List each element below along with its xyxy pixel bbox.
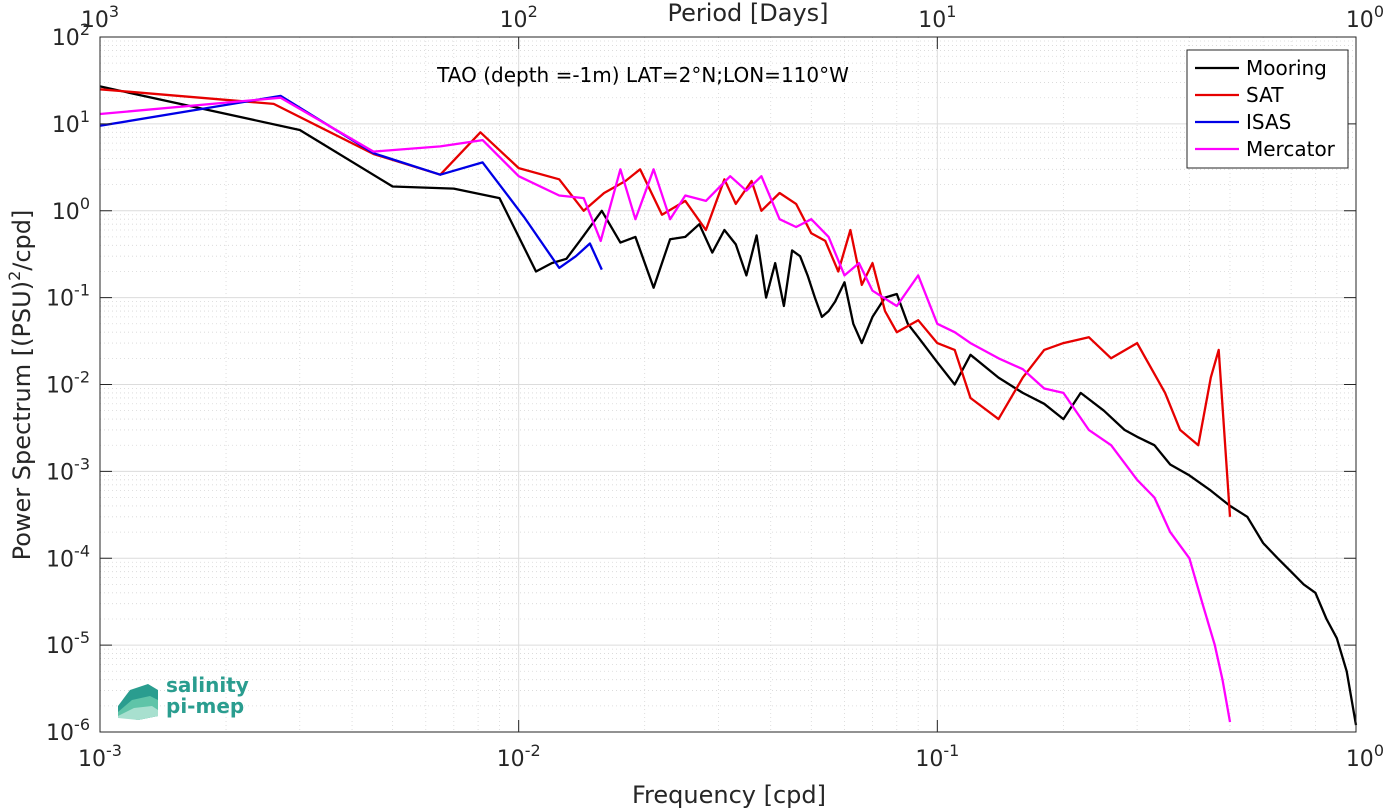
logo-line1: salinity	[166, 673, 249, 697]
x-axis-title: Frequency [cpd]	[632, 781, 826, 809]
top-tick-label: 102	[500, 2, 538, 33]
x-tick-label-base: 10	[1346, 747, 1374, 772]
y-axis-title-sup: 2	[5, 271, 24, 281]
y-tick-label-exp: 0	[80, 194, 90, 213]
x-tick-label-base: 10	[497, 747, 525, 772]
legend-label: Mooring	[1246, 56, 1327, 80]
x-tick-label-exp: -1	[943, 741, 959, 760]
y-axis-title: Power Spectrum [(PSU)2/cpd]	[5, 210, 36, 561]
legend: Mooring SAT ISAS Mercator	[1186, 49, 1349, 169]
top-tick-label-base: 10	[81, 8, 109, 33]
x-tick-label: 10-2	[497, 741, 541, 772]
y-tick-label: 100	[52, 194, 90, 225]
y-tick-label: 10-3	[46, 454, 90, 485]
y-tick-label: 10-4	[46, 541, 90, 572]
y-tick-label: 101	[52, 107, 90, 138]
legend-box	[1186, 49, 1349, 169]
y-tick-label: 102	[52, 20, 90, 51]
top-axis-title: Period [Days]	[667, 0, 828, 27]
y-axis-title-main: Power Spectrum [(PSU)	[8, 281, 36, 560]
y-tick-label-exp: 2	[80, 20, 90, 39]
y-tick-label: 10-2	[46, 368, 90, 399]
logo-line2: pi-mep	[166, 694, 244, 718]
top-tick-label: 101	[918, 2, 956, 33]
series-line-mooring	[99, 85, 1358, 726]
y-tick-label-exp: -1	[74, 281, 90, 300]
x-tick-label: 10-3	[78, 741, 122, 772]
y-tick-label: 10-6	[46, 715, 90, 746]
y-tick-label-base: 10	[46, 374, 74, 399]
y-tick-label: 10-5	[46, 628, 90, 659]
top-tick-label-base: 10	[918, 8, 946, 33]
logo-icon	[118, 684, 158, 720]
grid	[99, 36, 1357, 733]
series-line-mercator	[99, 96, 1232, 723]
top-tick-label-exp: 2	[528, 2, 538, 21]
y-tick-label-base: 10	[46, 287, 74, 312]
y-tick-label-exp: -4	[74, 541, 90, 560]
y-tick-label: 10-1	[46, 281, 90, 312]
y-tick-label-exp: -6	[74, 715, 90, 734]
series-line-sat	[99, 88, 1232, 517]
y-tick-label-exp: -3	[74, 454, 90, 473]
y-tick-label-base: 10	[46, 460, 74, 485]
series-group	[99, 85, 1358, 726]
y-axis-title-tail: /cpd]	[8, 210, 36, 271]
top-tick-label-base: 10	[1346, 8, 1374, 33]
top-tick-label: 100	[1346, 2, 1383, 33]
y-tick-label-exp: 1	[80, 107, 90, 126]
x-tick-label-base: 10	[78, 747, 106, 772]
tick-marks	[99, 36, 1357, 733]
legend-label: Mercator	[1246, 137, 1336, 161]
x-tick-label: 100	[1346, 741, 1383, 772]
top-tick-label: 103	[81, 2, 119, 33]
y-tick-label-base: 10	[46, 721, 74, 746]
y-tick-label-exp: -5	[74, 628, 90, 647]
y-tick-label-exp: -2	[74, 368, 90, 387]
top-tick-label-base: 10	[500, 8, 528, 33]
x-tick-label-exp: 0	[1374, 741, 1383, 760]
legend-label: ISAS	[1246, 110, 1291, 134]
top-tick-label-exp: 0	[1374, 2, 1383, 21]
x-tick-label-exp: -3	[106, 741, 122, 760]
x-tick-label-base: 10	[915, 747, 943, 772]
y-tick-label-base: 10	[52, 200, 80, 225]
y-tick-label-base: 10	[46, 547, 74, 572]
chart-title: TAO (depth =-1m) LAT=2°N;LON=110°W	[436, 63, 849, 87]
y-tick-label-base: 10	[52, 113, 80, 138]
y-tick-label-base: 10	[52, 26, 80, 51]
x-tick-label: 10-1	[915, 741, 959, 772]
salinity-pi-mep-logo: salinity pi-mep	[118, 673, 249, 720]
legend-label: SAT	[1246, 83, 1284, 107]
x-tick-label-exp: -2	[525, 741, 541, 760]
top-tick-label-exp: 3	[109, 2, 119, 21]
y-tick-label-base: 10	[46, 634, 74, 659]
top-tick-label-exp: 1	[946, 2, 956, 21]
